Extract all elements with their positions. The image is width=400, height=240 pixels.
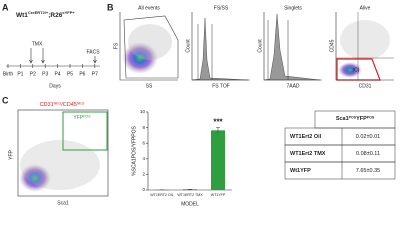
timeline: TMX FACS Days Birth P1 P2 P3 P4 P5 P6 P7 xyxy=(3,41,100,89)
axis-label: Days xyxy=(49,83,61,89)
treatment-arrows xyxy=(29,48,45,64)
gate-label: YFPPOS xyxy=(73,114,91,121)
y-axis-label: %SCA1POS/YFPPOS xyxy=(131,125,137,175)
table-row xyxy=(284,161,396,180)
density xyxy=(19,164,51,192)
header-part: YFP xyxy=(356,116,367,122)
row-value: 0.02±0.01 xyxy=(356,134,380,140)
plot-title: Singlets xyxy=(284,5,302,11)
gate-label: (C) xyxy=(353,67,360,73)
row-value: 0.08±0.11 xyxy=(356,151,380,157)
y-tick-label: 6 xyxy=(142,140,145,145)
figure: A Wt1CreERT2/+;R26eYFP+ TMX FACS Days Bi… xyxy=(2,2,396,207)
plot-axes xyxy=(119,12,178,81)
flow-plot: (C) xyxy=(336,12,394,81)
readout-label: FACS xyxy=(86,49,100,55)
day-label: P6 xyxy=(79,71,85,77)
y-axis-label: FS xyxy=(113,42,119,49)
x-axis-label: Sca1 xyxy=(57,200,69,206)
title-sup: NEG xyxy=(54,101,62,105)
gate-sup: POS xyxy=(83,114,91,118)
title-part: /CD45 xyxy=(61,102,77,108)
plot-axes xyxy=(335,12,394,81)
title-sup: NEG xyxy=(77,101,85,105)
y-axis-label: Count xyxy=(185,39,191,53)
y-tick-label: 8 xyxy=(142,125,145,130)
panel-label: C xyxy=(2,95,9,105)
histogram xyxy=(263,13,321,81)
panel-label: A xyxy=(2,2,9,12)
gate-part: YFP xyxy=(73,115,83,121)
table-header: Sca1POSYFPPOS xyxy=(336,115,375,122)
plot-title: All events xyxy=(138,5,160,11)
panel-title: CD31NEG/CD45NEG xyxy=(40,101,85,108)
plot-axes xyxy=(263,12,322,81)
density xyxy=(128,24,172,60)
plot-frame xyxy=(17,109,109,197)
header-sup: POS xyxy=(349,115,357,119)
title-part: CD31 xyxy=(40,102,54,108)
hist-shape xyxy=(191,17,249,81)
day-label: P5 xyxy=(67,71,73,77)
y-tick-label: 4 xyxy=(142,156,145,161)
x-axis-label: SS xyxy=(146,83,153,89)
title-sup: eYFP+ xyxy=(62,10,75,15)
readout-arrow xyxy=(93,56,97,64)
day-label: P7 xyxy=(92,71,98,77)
x-axis-label: 7AAD xyxy=(286,83,299,89)
flow-plot xyxy=(122,15,179,79)
header-sup: POS xyxy=(367,115,375,119)
x-tick-label: WT1YFP xyxy=(211,193,226,197)
y-tick-label: 0 xyxy=(142,187,145,192)
day-label: P2 xyxy=(30,71,36,77)
density xyxy=(340,20,390,60)
x-axis-label: MODEL xyxy=(181,201,199,207)
day-label: P4 xyxy=(55,71,61,77)
treatment-label: TMX xyxy=(32,41,43,47)
y-axis-label: CD45 xyxy=(329,39,335,52)
histogram xyxy=(191,17,249,81)
error-bar xyxy=(216,127,220,134)
y-axis-label: Count xyxy=(257,39,263,53)
day-label: P3 xyxy=(42,71,48,77)
gate xyxy=(62,111,108,151)
x-axis-label: FS TOF xyxy=(212,83,230,89)
bar xyxy=(183,189,197,190)
row-label: WT1Ert2 TMX xyxy=(290,151,326,157)
plot-title: Alive xyxy=(360,5,371,11)
density xyxy=(338,62,362,78)
significance: *** xyxy=(213,118,223,127)
plot-title: FS/SS xyxy=(214,5,229,11)
table: Sca1POSYFPPOS WT1Ert2 Oil 0.02±0.01WT1Ert… xyxy=(284,110,396,180)
x-tick-label: WT1ERT2 OIL xyxy=(150,193,174,197)
row-label: Wt1YFP xyxy=(290,168,311,174)
row-value: 7.65±0.35 xyxy=(356,168,380,174)
flow-plot: YFPPOS Sca1 YFP xyxy=(8,109,109,206)
plot-axes xyxy=(191,12,250,81)
title-part: Wt1 xyxy=(16,12,28,19)
table-border xyxy=(314,110,396,129)
y-tick-label: 2 xyxy=(142,172,145,177)
panel-label: B xyxy=(107,2,114,12)
bar xyxy=(211,130,225,190)
x-tick-label: WT1ERT2 TMX xyxy=(177,193,203,197)
header-part: Sca1 xyxy=(336,116,349,122)
day-label: P1 xyxy=(17,71,23,77)
x-axis-label: CD31 xyxy=(359,83,372,89)
day-label: Birth xyxy=(3,71,14,77)
gate xyxy=(123,15,179,79)
row-label: WT1Ert2 Oil xyxy=(290,134,322,140)
density xyxy=(122,42,158,74)
title-sup: CreERT2/+ xyxy=(28,10,49,15)
hist-shape xyxy=(263,13,321,81)
y-axis-label: YFP xyxy=(8,149,14,159)
y-tick-label: 10 xyxy=(140,109,146,114)
density xyxy=(20,140,100,190)
title-part: ;R26 xyxy=(48,12,62,19)
panel-title: Wt1CreERT2/+;R26eYFP+ xyxy=(16,10,75,19)
